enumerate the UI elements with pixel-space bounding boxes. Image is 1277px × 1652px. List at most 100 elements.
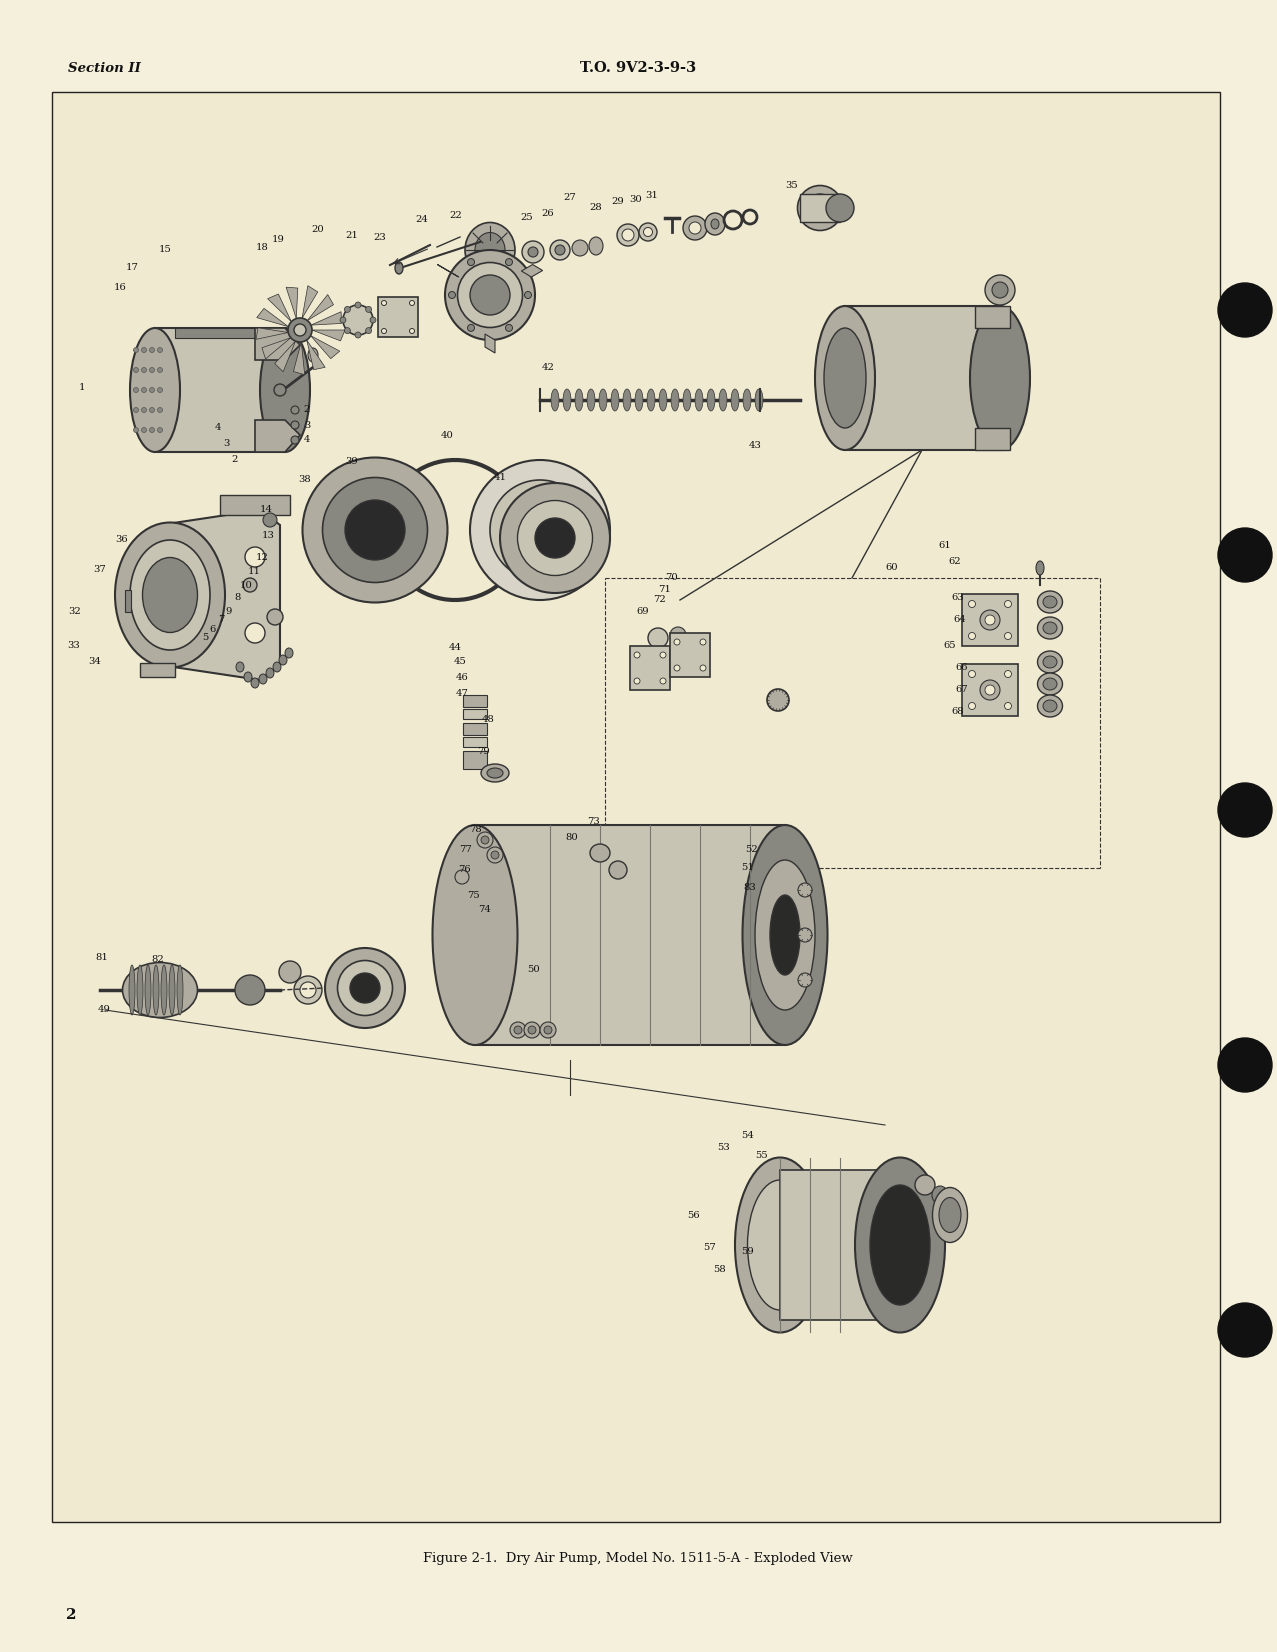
Text: 20: 20: [312, 226, 324, 235]
Polygon shape: [294, 342, 305, 375]
Text: 72: 72: [654, 595, 667, 605]
Text: 19: 19: [272, 236, 285, 244]
Ellipse shape: [985, 615, 995, 624]
Ellipse shape: [968, 702, 976, 709]
Ellipse shape: [365, 306, 372, 312]
Text: 61: 61: [939, 540, 951, 550]
Ellipse shape: [1005, 702, 1011, 709]
Ellipse shape: [142, 367, 147, 372]
Ellipse shape: [294, 976, 322, 1004]
Text: 31: 31: [646, 190, 659, 200]
Ellipse shape: [266, 667, 275, 677]
Ellipse shape: [285, 648, 292, 657]
Ellipse shape: [236, 662, 244, 672]
Text: 45: 45: [453, 657, 466, 666]
Text: 25: 25: [521, 213, 534, 223]
Ellipse shape: [395, 263, 404, 274]
Ellipse shape: [1037, 651, 1062, 672]
Ellipse shape: [979, 610, 1000, 629]
Text: 68: 68: [951, 707, 964, 717]
Ellipse shape: [410, 301, 415, 306]
Ellipse shape: [770, 895, 799, 975]
Ellipse shape: [1005, 600, 1011, 608]
Ellipse shape: [609, 861, 627, 879]
Ellipse shape: [544, 1026, 552, 1034]
Ellipse shape: [501, 482, 610, 593]
Text: 36: 36: [116, 535, 128, 545]
Ellipse shape: [515, 1026, 522, 1034]
Text: 10: 10: [240, 580, 253, 590]
Ellipse shape: [670, 388, 679, 411]
Ellipse shape: [517, 501, 593, 575]
Text: 69: 69: [637, 608, 649, 616]
Ellipse shape: [798, 928, 812, 942]
Ellipse shape: [824, 329, 866, 428]
Ellipse shape: [245, 547, 266, 567]
Bar: [175, 329, 266, 339]
Polygon shape: [262, 337, 291, 358]
Ellipse shape: [355, 302, 361, 307]
Ellipse shape: [303, 458, 447, 603]
Ellipse shape: [289, 317, 312, 342]
Polygon shape: [140, 662, 175, 677]
Ellipse shape: [527, 248, 538, 258]
Ellipse shape: [243, 578, 257, 591]
Ellipse shape: [153, 965, 160, 1014]
Text: 70: 70: [665, 573, 678, 583]
Ellipse shape: [755, 388, 762, 411]
Ellipse shape: [261, 329, 310, 453]
Ellipse shape: [244, 672, 252, 682]
Ellipse shape: [291, 406, 299, 415]
Circle shape: [1218, 529, 1272, 582]
Ellipse shape: [142, 388, 147, 393]
Ellipse shape: [599, 388, 607, 411]
Ellipse shape: [968, 671, 976, 677]
Text: 42: 42: [541, 363, 554, 372]
Ellipse shape: [457, 263, 522, 327]
Ellipse shape: [123, 963, 198, 1018]
Polygon shape: [845, 306, 1000, 449]
Circle shape: [1218, 1303, 1272, 1356]
Text: 66: 66: [955, 664, 968, 672]
Ellipse shape: [826, 193, 854, 221]
Text: 6: 6: [209, 626, 216, 634]
Text: 76: 76: [457, 866, 470, 874]
Ellipse shape: [1037, 672, 1062, 695]
Ellipse shape: [478, 833, 493, 847]
Ellipse shape: [806, 193, 834, 221]
Ellipse shape: [683, 216, 707, 240]
Text: 38: 38: [299, 476, 312, 484]
Ellipse shape: [968, 600, 976, 608]
Ellipse shape: [575, 388, 584, 411]
Ellipse shape: [674, 639, 679, 644]
Ellipse shape: [481, 836, 489, 844]
Ellipse shape: [1005, 671, 1011, 677]
Polygon shape: [275, 340, 295, 372]
Polygon shape: [306, 340, 326, 370]
Text: 54: 54: [742, 1130, 755, 1140]
Polygon shape: [303, 286, 318, 319]
Ellipse shape: [506, 324, 512, 332]
Ellipse shape: [550, 388, 559, 411]
Ellipse shape: [610, 388, 619, 411]
Ellipse shape: [149, 347, 155, 352]
Ellipse shape: [1036, 562, 1045, 575]
Ellipse shape: [633, 653, 640, 657]
Ellipse shape: [344, 306, 373, 335]
Ellipse shape: [527, 1026, 536, 1034]
Ellipse shape: [622, 230, 633, 241]
Text: 37: 37: [93, 565, 106, 575]
Ellipse shape: [326, 948, 405, 1028]
Text: 73: 73: [587, 818, 600, 826]
Ellipse shape: [475, 233, 504, 268]
Ellipse shape: [142, 347, 147, 352]
Ellipse shape: [467, 324, 475, 332]
Bar: [125, 590, 132, 611]
Ellipse shape: [742, 824, 827, 1046]
Text: 56: 56: [688, 1211, 700, 1219]
Ellipse shape: [291, 421, 299, 430]
Ellipse shape: [340, 317, 346, 324]
Polygon shape: [268, 294, 291, 322]
Ellipse shape: [767, 689, 789, 710]
Ellipse shape: [932, 1186, 948, 1204]
